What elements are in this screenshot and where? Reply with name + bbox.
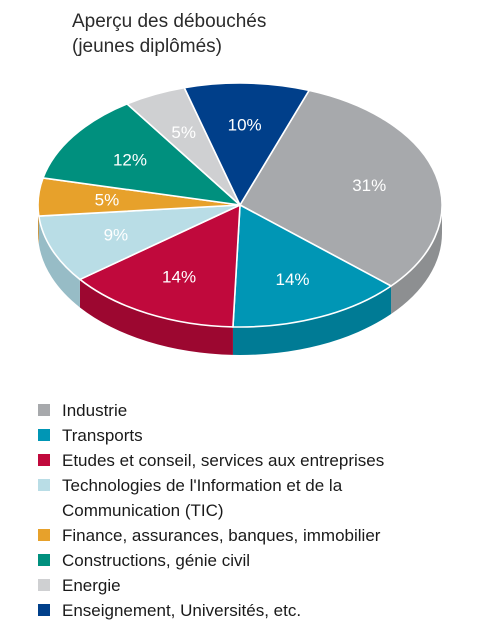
pie-side-segment [391, 205, 442, 314]
legend-swatch [38, 429, 50, 441]
slice-value-label: 5% [171, 123, 196, 142]
pie-top [37, 82, 443, 328]
legend-item-enseignement: Enseignement, Universités, etc. [38, 598, 498, 623]
legend-swatch [38, 579, 50, 591]
chart-title-line-1: Aperçu des débouchés [72, 11, 267, 32]
chart-title-line-2: (jeunes diplômés) [72, 36, 222, 57]
legend-item-energie: Energie [38, 573, 498, 598]
legend-item-finance: Finance, assurances, banques, immobilier [38, 523, 498, 548]
slice-value-label: 5% [95, 191, 120, 210]
legend-label: Constructions, génie civil [62, 551, 251, 570]
pie-slice [42, 103, 241, 206]
legend-swatch [38, 604, 50, 616]
pie-slice [183, 82, 310, 206]
legend-item-constructions: Constructions, génie civil [38, 548, 498, 573]
slice-value-label: 31% [352, 176, 386, 195]
legend-label: Etudes et conseil, services aux entrepri… [62, 451, 385, 470]
legend-swatch [38, 529, 50, 541]
slice-value-label: 12% [113, 151, 147, 170]
chart-title: Aperçu des débouchés (jeunes diplômés) [72, 9, 372, 59]
legend-item-transports: Transports [38, 423, 498, 448]
legend-swatch [38, 479, 50, 491]
pie-slice [239, 89, 443, 287]
pie-side-segment [38, 216, 80, 308]
pie-slice [79, 204, 241, 328]
pie-chart: 31% 14% 14% 9% 5% 12% 5% 10% [37, 82, 443, 355]
legend-label: Technologies de l'Information et de la C… [62, 476, 343, 520]
legend-label: Industrie [62, 401, 128, 420]
pie-labels: 31% 14% 14% 9% 5% 12% 5% 10% [95, 116, 387, 289]
slice-value-label: 14% [276, 270, 310, 289]
legend-item-industrie: Industrie [38, 398, 498, 423]
legend-item-tic: Technologies de l'Information et de la C… [38, 473, 498, 523]
slice-value-label: 9% [104, 225, 129, 244]
legend-label: Finance, assurances, banques, immobilier [62, 526, 381, 545]
legend-swatch [38, 454, 50, 466]
pie-side-segment [79, 279, 233, 355]
legend-label: Enseignement, Universités, etc. [62, 601, 302, 620]
chart-legend: Industrie Transports Etudes et conseil, … [38, 398, 498, 623]
legend-label: Energie [62, 576, 121, 595]
pie-side-segment [232, 285, 392, 355]
slice-value-label: 14% [162, 268, 196, 287]
legend-swatch [38, 404, 50, 416]
pie-slice [38, 204, 241, 281]
legend-swatch [38, 554, 50, 566]
legend-label: Transports [62, 426, 143, 445]
legend-item-etudes-conseil: Etudes et conseil, services aux entrepri… [38, 448, 498, 473]
pie-slice [232, 204, 392, 328]
slice-value-label: 10% [228, 116, 262, 135]
